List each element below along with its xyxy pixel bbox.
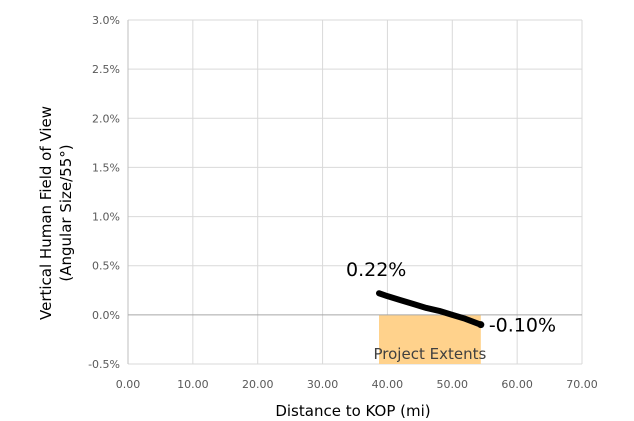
y-axis-subtitle: (Angular Size/55°)	[57, 144, 75, 281]
y-tick-label: 1.0%	[92, 211, 120, 224]
y-axis-title: Vertical Human Field of View	[37, 106, 55, 320]
project-extents-fill	[378, 314, 481, 364]
series-end-marker	[477, 321, 485, 329]
y-tick-label: -0.5%	[88, 358, 120, 371]
y-tick-label: 1.5%	[92, 161, 120, 174]
data-label-end: -0.10%	[489, 315, 556, 337]
x-tick-label: 0.00	[116, 378, 141, 391]
y-tick-label: 3.0%	[92, 14, 120, 27]
labels: 0.22% -0.10%Project Extents	[346, 259, 556, 363]
series	[375, 290, 485, 329]
y-tick-label: 2.0%	[92, 112, 120, 125]
x-tick-label: 50.00	[437, 378, 469, 391]
y-tick-label: 0.0%	[92, 309, 120, 322]
x-tick-label: 30.00	[307, 378, 339, 391]
y-tick-label: 2.5%	[92, 63, 120, 76]
x-axis-title: Distance to KOP (mi)	[275, 402, 430, 420]
x-tick-label: 60.00	[501, 378, 533, 391]
x-tick-label: 70.00	[566, 378, 598, 391]
project-extents-region	[378, 314, 481, 364]
y-tick-label: 0.5%	[92, 260, 120, 273]
x-tick-label: 40.00	[372, 378, 404, 391]
axes: 0.00 10.00 20.00 30.00 40.00 50.00 60.00 70.00 -…	[88, 14, 598, 391]
data-label-start: 0.22%	[346, 259, 406, 281]
x-tick-label: 10.00	[177, 378, 209, 391]
x-tick-label: 20.00	[242, 378, 274, 391]
project-extents-label: Project Extents	[374, 345, 487, 363]
grid	[128, 19, 583, 365]
series-line	[375, 290, 484, 328]
